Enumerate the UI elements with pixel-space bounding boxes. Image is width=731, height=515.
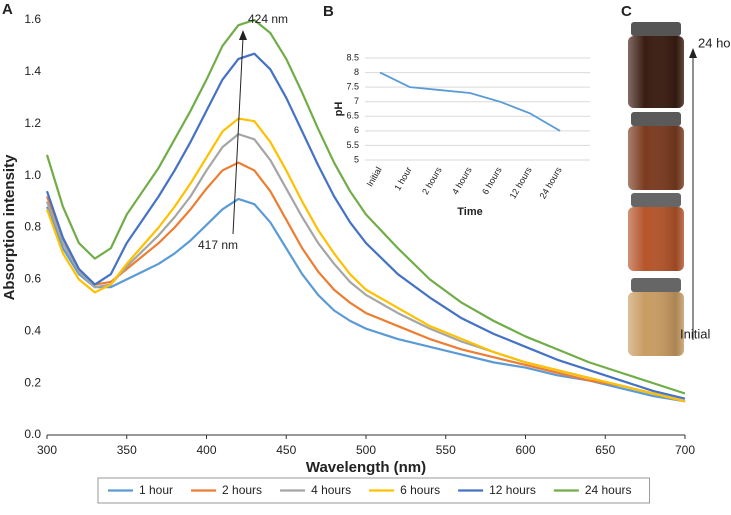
- x-axis-title: Wavelength (nm): [306, 459, 426, 476]
- series-line: [45, 161, 686, 403]
- annotation-arrow: [232, 37, 244, 235]
- legend-label: 6 hours: [400, 483, 440, 497]
- y-tick-label: 6.5: [346, 111, 359, 121]
- x-tick-label: 4 hours: [450, 165, 474, 196]
- x-tick-label: 24 hours: [538, 165, 564, 201]
- vial-glass: [628, 207, 684, 271]
- x-tick-label: 600: [515, 443, 535, 457]
- annotation: 417 nm: [198, 238, 238, 252]
- y-tick-label: 0.0: [24, 427, 41, 441]
- y-tick-label: 5.5: [346, 140, 359, 150]
- vial-cap: [631, 278, 681, 292]
- series-line: [45, 18, 686, 395]
- vials: [628, 22, 684, 356]
- y-axis-title: pH: [333, 102, 345, 117]
- series-line: [45, 117, 686, 403]
- x-tick-label: 700: [675, 443, 695, 457]
- x-tick-label: Initial: [365, 165, 384, 188]
- vial-glass: [628, 126, 684, 190]
- y-tick-label: 8.5: [346, 52, 359, 62]
- x-tick-label: 6 hours: [480, 165, 504, 196]
- y-tick-label: 0.2: [24, 375, 41, 389]
- vial-cap: [631, 22, 681, 36]
- annotation-arrowhead: [239, 30, 247, 40]
- x-tick-label: 1 hour: [392, 165, 413, 192]
- x-tick-label: 650: [595, 443, 615, 457]
- x-tick-label: 300: [37, 443, 57, 457]
- y-tick-label: 8: [354, 67, 359, 77]
- series-line: [45, 52, 686, 400]
- vial-cap: [631, 193, 681, 207]
- x-tick-label: 400: [196, 443, 216, 457]
- y-tick-label: 6: [354, 125, 359, 135]
- panel-label: A: [2, 1, 13, 18]
- x-tick-label: 450: [276, 443, 296, 457]
- legend-label: 4 hours: [311, 483, 351, 497]
- time-arrowhead: [689, 48, 697, 58]
- top-label: 24 hours: [698, 35, 731, 50]
- y-tick-label: 0.4: [24, 323, 41, 337]
- vial-cap: [631, 112, 681, 126]
- y-tick-label: 1.4: [24, 64, 41, 78]
- panel-label: B: [323, 3, 334, 20]
- x-tick-label: 350: [117, 443, 137, 457]
- y-tick-label: 1.6: [24, 12, 41, 26]
- vial-glass: [628, 292, 684, 356]
- annotation: 424 nm: [248, 12, 288, 26]
- bottom-label: Initial: [680, 326, 710, 341]
- x-tick-label: 550: [436, 443, 456, 457]
- legend-label: 12 hours: [489, 483, 536, 497]
- y-tick-label: 1.0: [24, 168, 41, 182]
- legend-label: 1 hour: [139, 483, 173, 497]
- y-tick-label: 0.8: [24, 220, 41, 234]
- series-line: [45, 197, 686, 403]
- x-tick-label: 12 hours: [508, 165, 534, 201]
- legend-label: 24 hours: [585, 483, 632, 497]
- x-axis-title: Time: [457, 206, 482, 218]
- y-tick-label: 0.6: [24, 272, 41, 286]
- y-tick-label: 1.2: [24, 116, 41, 130]
- vial-glass: [628, 36, 684, 108]
- series-line: [379, 71, 561, 132]
- y-tick-label: 7: [354, 96, 359, 106]
- y-axis-title: Absorption intensity: [1, 154, 18, 300]
- panel-label: C: [621, 3, 632, 20]
- legend-label: 2 hours: [222, 483, 262, 497]
- x-tick-label: 2 hours: [420, 165, 444, 196]
- x-tick-label: 500: [356, 443, 376, 457]
- y-tick-label: 7.5: [346, 82, 359, 92]
- y-tick-label: 5: [354, 154, 359, 164]
